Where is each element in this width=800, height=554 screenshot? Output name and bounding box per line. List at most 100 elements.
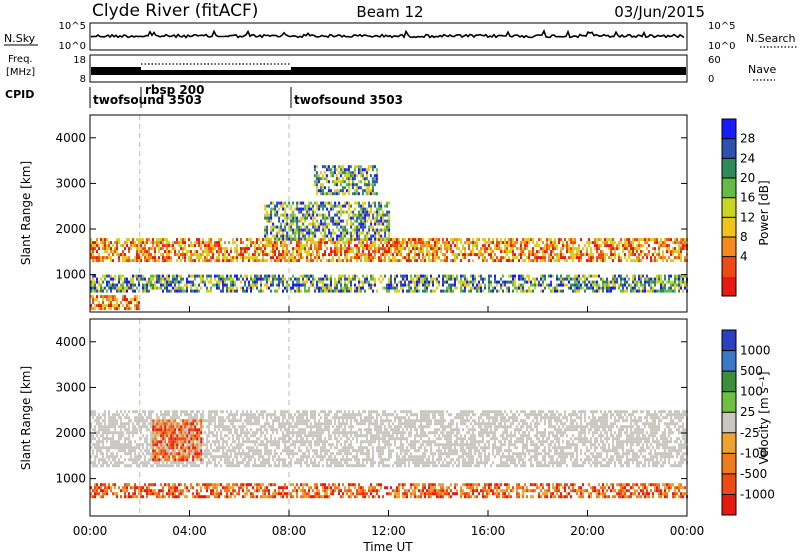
heatmap-cell — [236, 413, 238, 417]
heatmap-cell — [358, 234, 361, 238]
heatmap-cell — [246, 416, 248, 420]
heatmap-cell — [206, 277, 208, 281]
heatmap-cell — [382, 259, 384, 263]
heatmap-cell — [624, 283, 626, 287]
heatmap-cell — [320, 286, 322, 290]
heatmap-cell — [361, 192, 364, 196]
heatmap-cell — [188, 250, 190, 254]
heatmap-cell — [371, 183, 374, 187]
heatmap-cell — [230, 250, 232, 254]
heatmap-cell — [462, 256, 464, 260]
heatmap-cell — [386, 213, 389, 217]
heatmap-cell — [264, 422, 266, 426]
heatmap-cell — [138, 244, 140, 248]
heatmap-cell — [290, 241, 292, 245]
heatmap-cell — [330, 286, 332, 290]
heatmap-cell — [148, 283, 150, 287]
heatmap-cell — [330, 247, 332, 251]
heatmap-cell — [286, 419, 288, 423]
heatmap-cell — [348, 244, 350, 248]
heatmap-cell — [206, 440, 208, 444]
heatmap-cell — [320, 259, 322, 263]
heatmap-cell — [156, 244, 158, 248]
heatmap-cell — [340, 225, 343, 229]
heatmap-cell — [266, 244, 268, 248]
heatmap-cell — [206, 419, 208, 423]
heatmap-cell — [576, 286, 578, 290]
heatmap-cell — [516, 286, 518, 290]
heatmap-cell — [106, 298, 108, 302]
heatmap-cell — [362, 238, 364, 242]
heatmap-cell — [371, 177, 374, 181]
heatmap-cell — [292, 250, 294, 254]
heatmap-cell — [632, 286, 634, 290]
heatmap-cell — [440, 244, 442, 248]
heatmap-cell — [152, 259, 154, 263]
heatmap-cell — [264, 250, 266, 254]
heatmap-cell — [96, 422, 98, 426]
heatmap-cell — [140, 241, 142, 245]
heatmap-cell — [196, 253, 198, 257]
heatmap-cell — [416, 277, 418, 281]
heatmap-cell — [202, 437, 204, 441]
heatmap-cell — [194, 244, 196, 248]
heatmap-cell — [114, 274, 116, 278]
heatmap-cell — [656, 259, 658, 263]
heatmap-cell — [192, 280, 194, 284]
heatmap-cell — [130, 431, 132, 435]
heatmap-cell — [118, 461, 120, 465]
heatmap-cell — [156, 461, 158, 465]
heatmap-cell — [678, 241, 680, 245]
heatmap-cell — [168, 259, 170, 263]
heatmap-cell — [236, 259, 238, 263]
heatmap-cell — [100, 307, 102, 311]
heatmap-cell — [678, 280, 680, 284]
heatmap-cell — [365, 171, 368, 175]
heatmap-cell — [337, 171, 340, 175]
heatmap-cell — [666, 238, 668, 242]
heatmap-cell — [416, 283, 418, 287]
heatmap-cell — [646, 247, 648, 251]
heatmap-cell — [250, 286, 252, 290]
heatmap-cell — [618, 253, 620, 257]
heatmap-cell — [322, 213, 325, 217]
heatmap-cell — [112, 431, 114, 435]
heatmap-cell — [300, 437, 302, 441]
heatmap-cell — [558, 253, 560, 257]
heatmap-cell — [274, 250, 276, 254]
heatmap-cell — [496, 238, 498, 242]
heatmap-cell — [118, 280, 120, 284]
heatmap-cell — [160, 464, 162, 468]
heatmap-cell — [130, 241, 132, 245]
heatmap-cell — [192, 461, 194, 465]
heatmap-cell — [112, 458, 114, 462]
heatmap-cell — [218, 416, 220, 420]
heatmap-cell — [264, 259, 266, 263]
heatmap-cell — [258, 452, 260, 456]
heatmap-cell — [250, 241, 252, 245]
heatmap-cell — [582, 274, 584, 278]
heatmap-cell — [544, 247, 546, 251]
heatmap-cell — [164, 419, 166, 423]
heatmap-cell — [350, 234, 353, 238]
heatmap-cell — [274, 443, 276, 447]
heatmap-cell — [378, 238, 380, 242]
heatmap-cell — [222, 277, 224, 281]
heatmap-cell — [140, 247, 142, 251]
heatmap-cell — [138, 458, 140, 462]
heatmap-cell — [424, 244, 426, 248]
heatmap-cell — [224, 452, 226, 456]
heatmap-cell — [140, 416, 142, 420]
heatmap-cell — [316, 228, 319, 232]
heatmap-cell — [282, 416, 284, 420]
heatmap-cell — [298, 237, 301, 241]
heatmap-cell — [340, 259, 342, 263]
heatmap-cell — [118, 238, 120, 242]
heatmap-cell — [126, 428, 128, 432]
heatmap-cell — [234, 440, 236, 444]
heatmap-cell — [304, 244, 306, 248]
heatmap-cell — [170, 464, 172, 468]
heatmap-cell — [554, 286, 556, 290]
heatmap-cell — [334, 289, 336, 293]
